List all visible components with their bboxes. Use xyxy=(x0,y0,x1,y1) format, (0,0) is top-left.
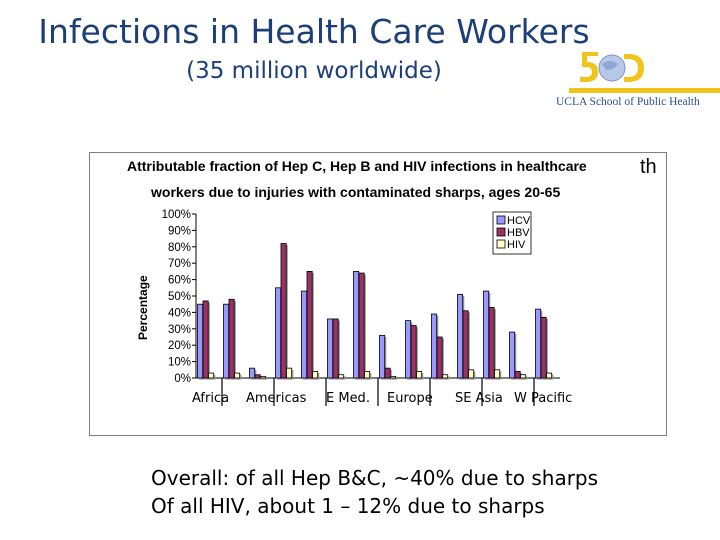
slide-subtitle: (35 million worldwide) xyxy=(186,58,442,84)
bar-hbv xyxy=(384,367,391,379)
chart-title-line1: Attributable fraction of Hep C, Hep B an… xyxy=(127,158,587,174)
bar-hiv xyxy=(520,374,527,379)
legend-label-hiv: HIV xyxy=(507,239,526,251)
legend-swatch-hbv xyxy=(496,227,506,237)
bar-hiv xyxy=(312,371,319,379)
bar-hcv xyxy=(197,303,204,379)
bar-hcv xyxy=(379,334,386,379)
bar-shadow xyxy=(392,377,398,380)
logo-emblem-icon xyxy=(580,52,644,82)
region-label: Americas xyxy=(246,391,307,406)
bar-hiv xyxy=(260,375,267,379)
note-line-2: Of all HIV, about 1 – 12% due to sharps xyxy=(151,494,545,518)
school-logo xyxy=(552,44,704,114)
logo-caption: UCLA School of Public Health xyxy=(556,96,700,108)
y-tick-label: 50% xyxy=(168,291,191,303)
accent-rule xyxy=(569,88,720,93)
bar-hcv xyxy=(353,270,360,379)
slide-title: Infections in Health Care Workers xyxy=(38,12,590,51)
bar-hbv xyxy=(228,298,235,379)
bar-hcv xyxy=(509,331,516,379)
bar-hcv xyxy=(249,367,256,379)
region-label: Africa xyxy=(192,391,229,406)
y-tick-label: 90% xyxy=(168,225,191,237)
bar-hiv xyxy=(468,369,475,379)
y-tick-label: 60% xyxy=(168,275,191,287)
bar-hiv xyxy=(364,371,371,379)
y-tick-label: 80% xyxy=(168,242,191,254)
legend-label-hbv: HBV xyxy=(507,227,530,239)
bar-hiv xyxy=(338,374,345,379)
bar-hbv xyxy=(202,300,209,379)
bar-hcv xyxy=(483,290,490,379)
y-tick-label: 100% xyxy=(162,209,191,221)
chart-title-line2: workers due to injuries with contaminate… xyxy=(151,184,561,200)
legend-swatch-hiv xyxy=(496,239,506,249)
bar-shadow xyxy=(262,377,268,380)
bar-hiv xyxy=(416,371,423,379)
bar-hcv xyxy=(275,287,282,379)
bar-hiv xyxy=(234,372,241,379)
bar-hcv xyxy=(431,313,438,379)
bar-hiv xyxy=(286,367,293,379)
region-label: W Pacific xyxy=(514,391,572,406)
chart-title-superscript: th xyxy=(640,156,657,178)
y-tick-label: 10% xyxy=(168,357,191,369)
bar-hiv xyxy=(208,372,215,379)
bar-hcv xyxy=(301,290,308,379)
bar-hcv xyxy=(223,303,230,379)
region-label: Europe xyxy=(387,391,433,406)
legend-label-hcv: HCV xyxy=(507,215,531,227)
bar-hbv xyxy=(488,307,495,379)
y-tick-label: 20% xyxy=(168,340,191,352)
y-tick-label: 30% xyxy=(168,324,191,336)
bar-hbv xyxy=(514,371,521,379)
bar-hiv xyxy=(442,374,449,379)
bar-hbv xyxy=(462,310,469,379)
bar-hiv xyxy=(546,372,553,379)
bar-hcv xyxy=(457,293,464,379)
bar-hcv xyxy=(327,318,334,379)
note-line-1: Overall: of all Hep B&C, ~40% due to sha… xyxy=(151,466,599,490)
bar-hcv xyxy=(535,308,542,379)
y-tick-label: 0% xyxy=(174,373,191,385)
region-label: E Med. xyxy=(326,391,370,406)
bar-hbv xyxy=(358,272,365,379)
bar-hbv xyxy=(410,325,417,379)
y-tick-label: 70% xyxy=(168,258,191,270)
region-label: SE Asia xyxy=(455,391,503,406)
bar-hiv xyxy=(494,369,501,379)
legend-swatch-hcv xyxy=(496,215,506,225)
bar-hcv xyxy=(405,320,412,379)
bar-hiv xyxy=(390,375,397,379)
bar-hbv xyxy=(436,336,443,379)
bar-hbv xyxy=(306,270,313,379)
y-tick-label: 40% xyxy=(168,307,191,319)
bar-hbv xyxy=(254,374,261,379)
bar-hbv xyxy=(540,316,547,379)
bar-hbv xyxy=(280,243,287,379)
bar-hbv xyxy=(332,318,339,379)
